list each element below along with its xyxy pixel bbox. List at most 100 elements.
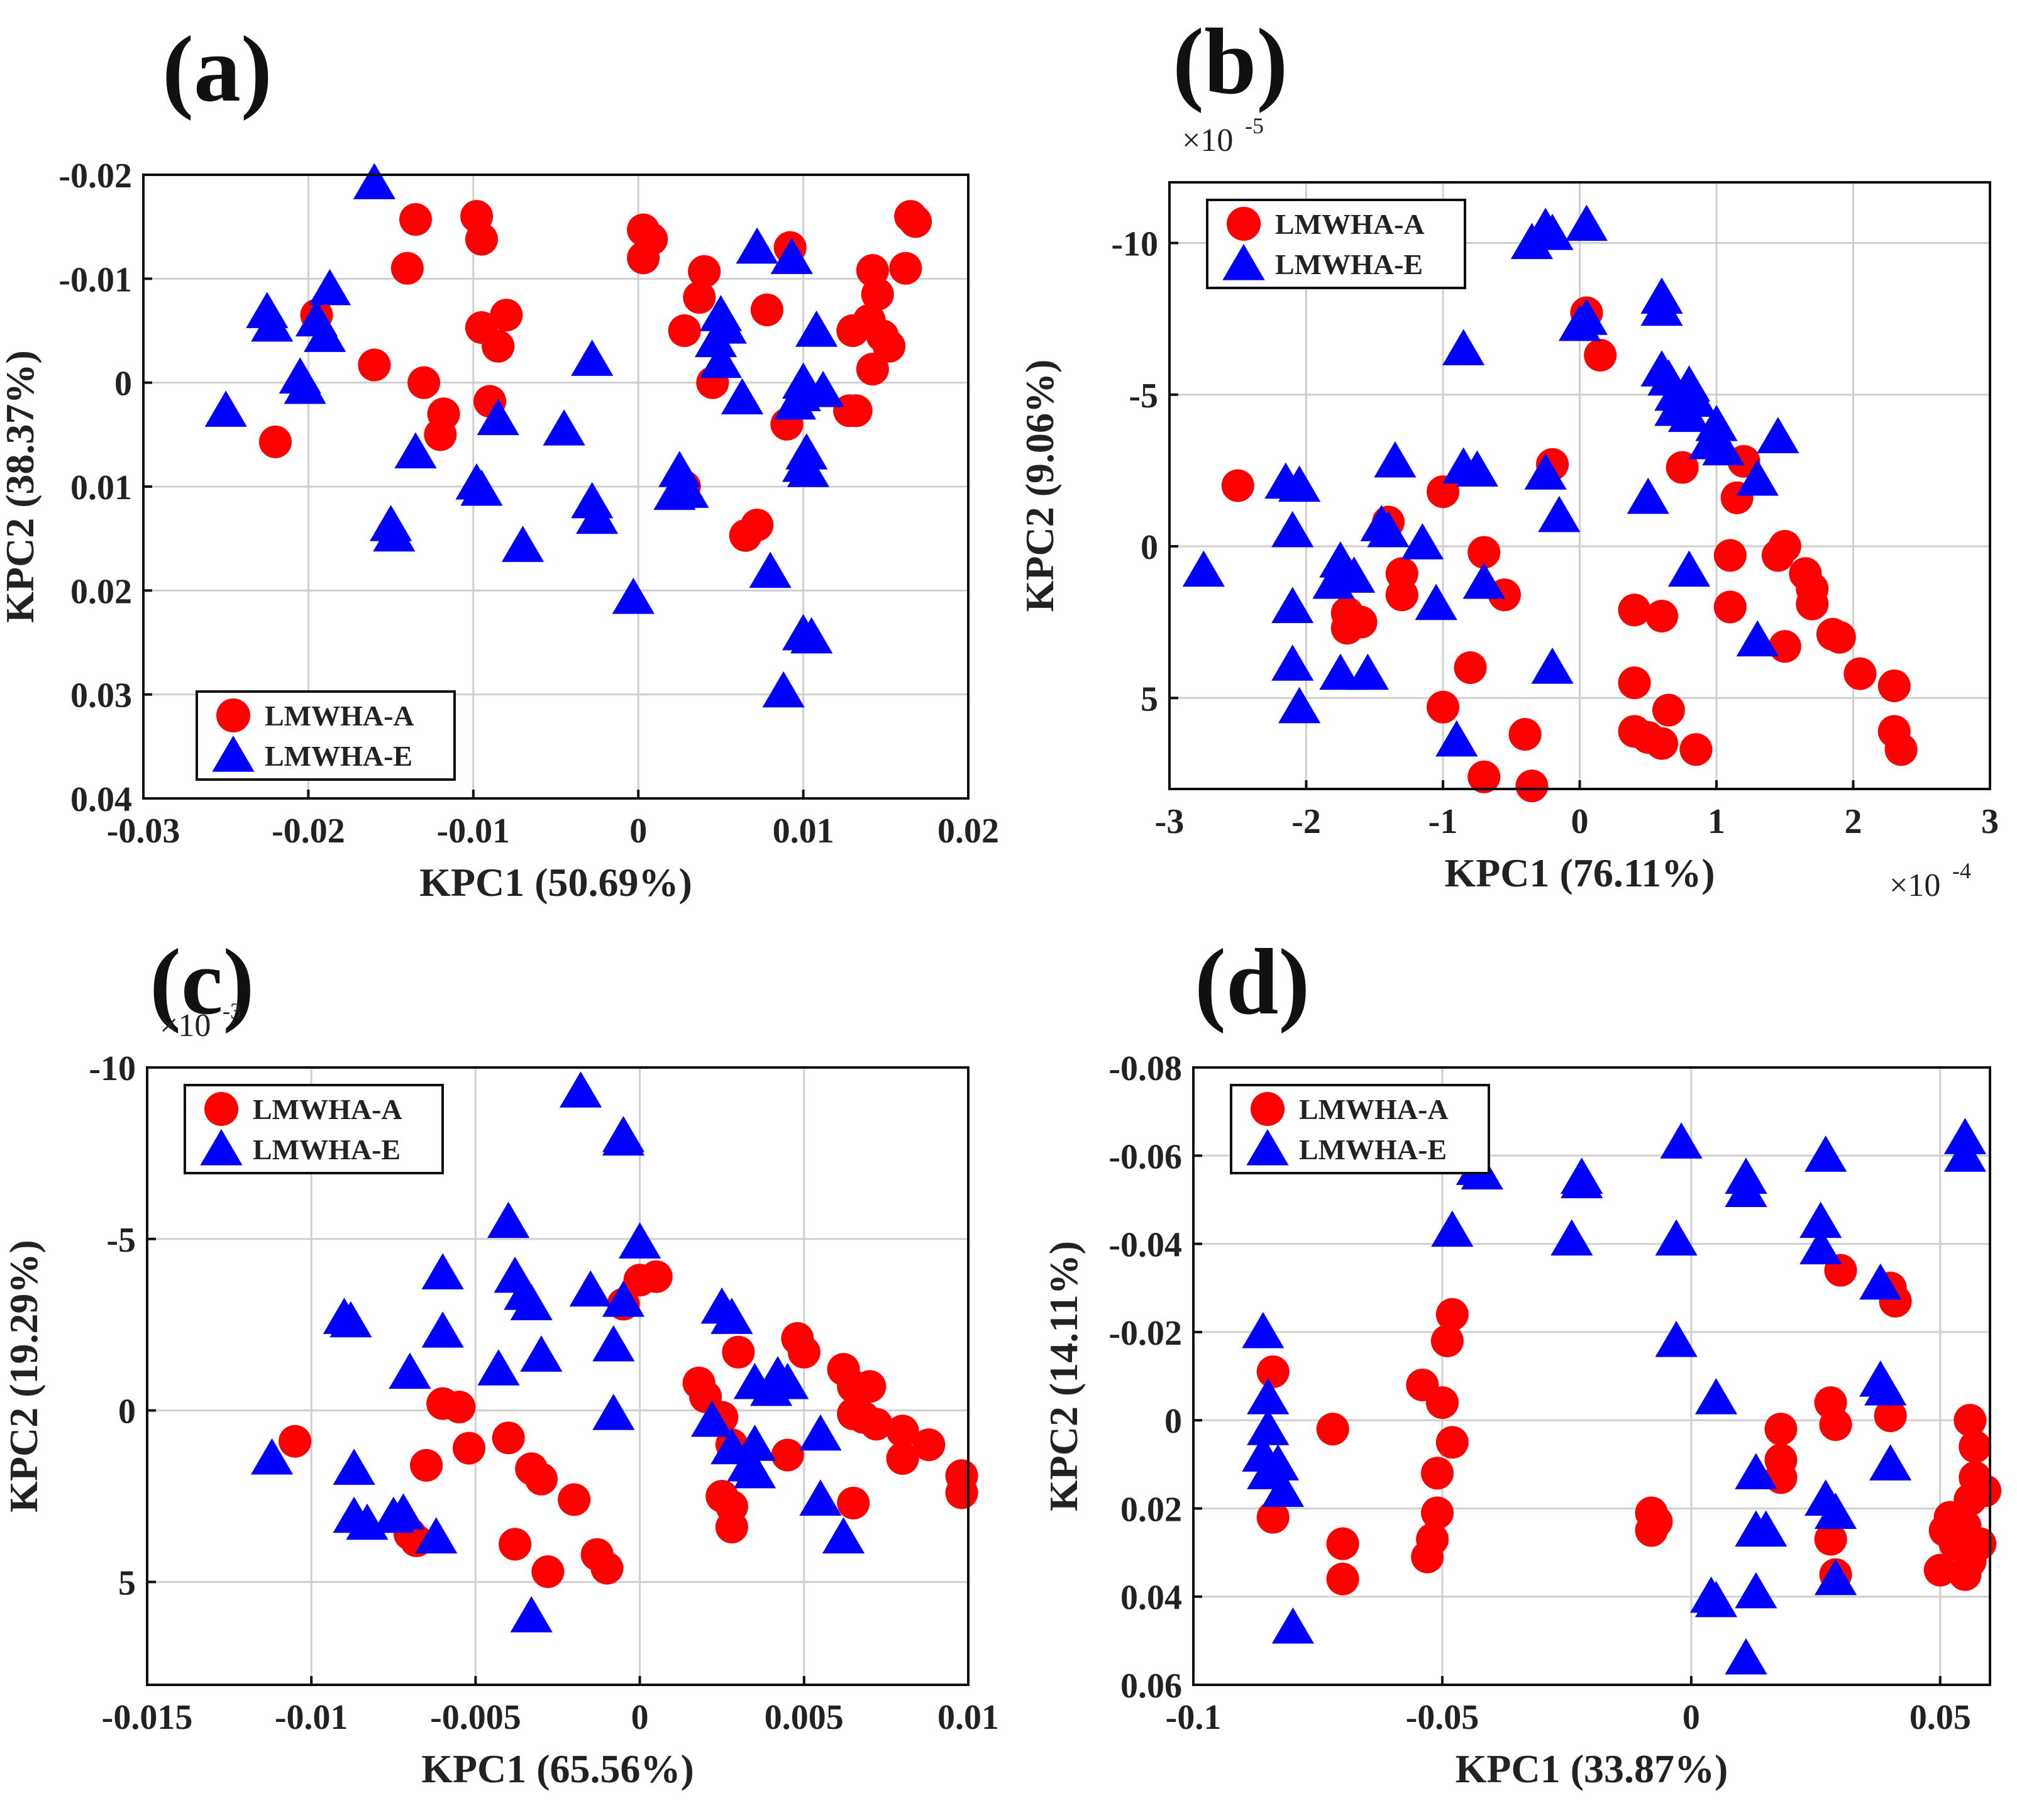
data-point-lmwha-e bbox=[1271, 644, 1314, 681]
x-axis-label: KPC1 (65.56%) bbox=[421, 1746, 694, 1791]
data-point-lmwha-e bbox=[1456, 450, 1498, 487]
data-point-lmwha-a bbox=[722, 1335, 755, 1369]
legend-marker-circle bbox=[1227, 207, 1261, 241]
legend-marker-triangle bbox=[1222, 244, 1265, 280]
data-point-lmwha-e bbox=[1242, 1311, 1285, 1348]
data-point-lmwha-e bbox=[1667, 395, 1711, 433]
data-point-lmwha-a bbox=[741, 509, 774, 542]
legend-marker-triangle bbox=[1246, 1129, 1289, 1166]
legend-marker-circle bbox=[204, 1092, 238, 1126]
data-point-lmwha-e bbox=[733, 1425, 776, 1461]
x-tick-label: -0.015 bbox=[102, 1698, 193, 1737]
data-point-lmwha-a bbox=[639, 1260, 673, 1293]
data-point-lmwha-a bbox=[1713, 539, 1747, 572]
data-point-lmwha-e bbox=[1367, 510, 1410, 548]
data-point-lmwha-e bbox=[1799, 1201, 1842, 1238]
data-point-lmwha-a bbox=[1221, 469, 1254, 502]
data-point-lmwha-e bbox=[1943, 1135, 1987, 1172]
data-point-lmwha-e bbox=[1725, 1171, 1767, 1207]
data-point-lmwha-e bbox=[1660, 1122, 1703, 1159]
legend-entry-label: LMWHA-A bbox=[1275, 208, 1425, 240]
data-point-lmwha-a bbox=[1508, 718, 1542, 751]
y-tick-label: 0.02 bbox=[1120, 1490, 1182, 1529]
data-point-lmwha-a bbox=[1385, 578, 1418, 612]
data-point-lmwha-a bbox=[1679, 733, 1713, 766]
data-point-lmwha-a bbox=[443, 1391, 476, 1424]
data-point-lmwha-a bbox=[1618, 666, 1651, 700]
data-point-lmwha-e bbox=[1415, 583, 1457, 620]
legend-entry-label: LMWHA-E bbox=[1275, 248, 1423, 280]
data-point-lmwha-a bbox=[482, 329, 515, 363]
data-point-lmwha-e bbox=[1694, 1580, 1738, 1618]
data-point-lmwha-a bbox=[1959, 1430, 1992, 1464]
data-point-lmwha-e bbox=[1561, 1162, 1603, 1198]
legend-entry-label: LMWHA-A bbox=[1299, 1093, 1449, 1125]
data-point-lmwha-a bbox=[558, 1483, 591, 1516]
legend-marker-triangle bbox=[200, 1129, 243, 1166]
data-point-lmwha-a bbox=[1425, 1386, 1459, 1420]
data-point-lmwha-e bbox=[1271, 1607, 1314, 1644]
data-point-lmwha-e bbox=[795, 311, 838, 347]
x-axis-label: KPC1 (50.69%) bbox=[419, 860, 692, 905]
data-point-lmwha-e bbox=[1735, 1453, 1777, 1489]
data-point-lmwha-a bbox=[1645, 727, 1678, 760]
data-point-lmwha-e bbox=[543, 409, 585, 446]
data-point-lmwha-a bbox=[524, 1462, 558, 1496]
data-point-lmwha-e bbox=[802, 370, 844, 407]
data-point-lmwha-e bbox=[501, 526, 544, 562]
data-point-lmwha-a bbox=[1427, 690, 1459, 724]
data-point-lmwha-a bbox=[1768, 630, 1801, 663]
data-point-lmwha-a bbox=[873, 329, 906, 363]
data-point-lmwha-e bbox=[1182, 550, 1225, 587]
x-tick-label: 3 bbox=[1981, 802, 1999, 841]
data-point-lmwha-a bbox=[358, 348, 391, 382]
data-point-lmwha-e bbox=[1745, 1510, 1788, 1547]
data-point-lmwha-a bbox=[1923, 1553, 1957, 1587]
data-point-lmwha-a bbox=[279, 1425, 312, 1458]
panel-d: (d) -0.1 -0.05 0 0.05 -0.08 -0.06 -0.04 -0.02 0 0.… bbox=[1041, 930, 2002, 1791]
y-tick-label: -5 bbox=[1129, 377, 1158, 416]
x-axis-label: KPC1 (33.87%) bbox=[1456, 1746, 1728, 1791]
y-scale-multiplier: ×10 bbox=[160, 1008, 211, 1044]
data-point-lmwha-a bbox=[771, 1438, 804, 1472]
data-point-lmwha-e bbox=[592, 1394, 635, 1430]
data-point-lmwha-e bbox=[1702, 429, 1745, 466]
data-point-lmwha-e bbox=[520, 1335, 563, 1372]
x-tick-label: -3 bbox=[1155, 802, 1185, 841]
y-scale-exponent: -3 bbox=[223, 998, 241, 1023]
data-point-lmwha-a bbox=[490, 299, 523, 332]
data-point-lmwha-e bbox=[250, 1438, 294, 1475]
data-point-lmwha-e bbox=[1869, 1444, 1912, 1481]
data-point-lmwha-a bbox=[1454, 651, 1487, 684]
data-point-lmwha-a bbox=[750, 293, 783, 326]
data-point-lmwha-e bbox=[1346, 653, 1389, 690]
x-tick-label: -0.02 bbox=[272, 812, 345, 851]
y-axis-label: KPC2 (38.37%) bbox=[0, 350, 42, 623]
data-point-lmwha-e bbox=[790, 617, 833, 654]
legend: LMWHA-A LMWHA-E bbox=[1206, 199, 1466, 289]
data-point-lmwha-e bbox=[1814, 1492, 1857, 1530]
y-tick-label: 0.03 bbox=[70, 676, 132, 715]
data-point-lmwha-e bbox=[619, 1222, 661, 1259]
data-point-lmwha-e bbox=[1374, 441, 1417, 478]
x-tick-label: -1 bbox=[1428, 802, 1458, 841]
data-point-lmwha-e bbox=[1655, 1320, 1698, 1357]
x-scale-multiplier: ×10 bbox=[1889, 868, 1940, 903]
data-point-lmwha-e bbox=[1435, 720, 1478, 757]
data-point-lmwha-e bbox=[421, 1253, 464, 1289]
data-point-lmwha-e bbox=[658, 451, 701, 487]
data-point-lmwha-e bbox=[1804, 1135, 1847, 1172]
x-tick-label: 0.02 bbox=[937, 812, 999, 851]
data-point-lmwha-e bbox=[770, 238, 813, 274]
data-point-lmwha-a bbox=[407, 366, 441, 399]
data-point-lmwha-a bbox=[1467, 760, 1501, 793]
y-tick-label: -0.04 bbox=[1108, 1226, 1182, 1265]
data-point-lmwha-e bbox=[510, 1596, 553, 1633]
x-tick-label: 1 bbox=[1708, 802, 1725, 841]
data-point-lmwha-e bbox=[602, 1280, 645, 1317]
y-tick-label: -0.01 bbox=[58, 260, 132, 299]
data-point-lmwha-e bbox=[1757, 417, 1799, 453]
data-point-lmwha-e bbox=[559, 1071, 602, 1108]
panel-letter: (c) bbox=[150, 930, 254, 1034]
